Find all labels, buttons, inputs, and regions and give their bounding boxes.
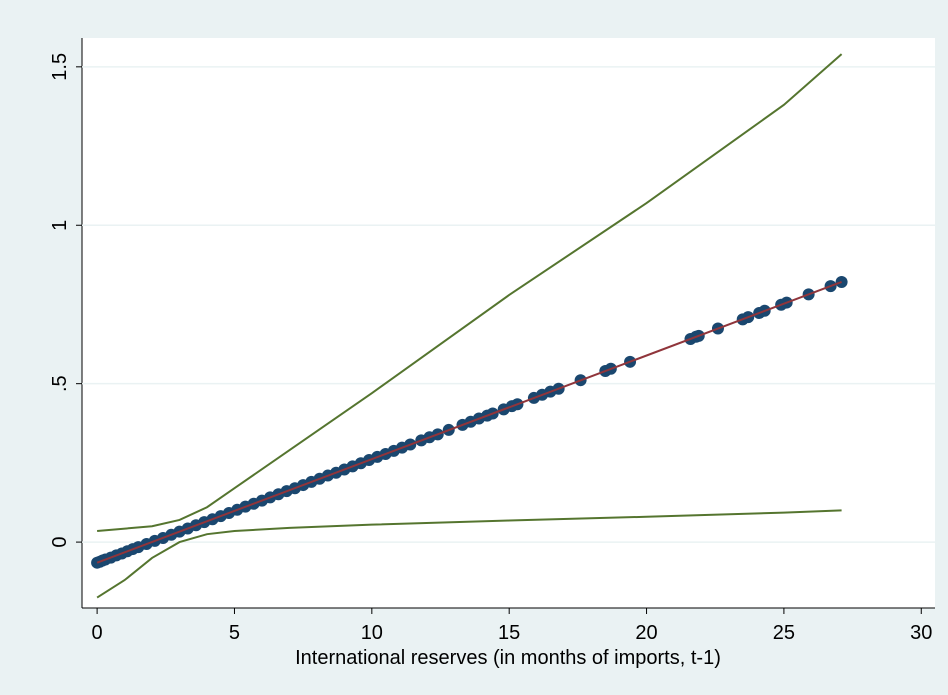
line bbox=[96, 281, 842, 564]
line bbox=[97, 53, 843, 533]
y-tick-label: 1.5 bbox=[49, 53, 71, 81]
x-tick-label: 5 bbox=[229, 622, 240, 644]
x-tick-label: 10 bbox=[361, 622, 383, 644]
x-tick-label: 25 bbox=[773, 622, 795, 644]
x-tick-label: 15 bbox=[498, 622, 520, 644]
y-tick-label: 1 bbox=[49, 220, 71, 231]
x-tick-label: 0 bbox=[92, 622, 103, 644]
y-tick-label: 0 bbox=[49, 537, 71, 548]
x-tick-label: 30 bbox=[910, 622, 932, 644]
y-tick-label: .5 bbox=[49, 375, 71, 392]
x-axis-label: International reserves (in months of imp… bbox=[295, 647, 721, 669]
x-tick-label: 20 bbox=[635, 622, 657, 644]
line bbox=[96, 509, 842, 599]
